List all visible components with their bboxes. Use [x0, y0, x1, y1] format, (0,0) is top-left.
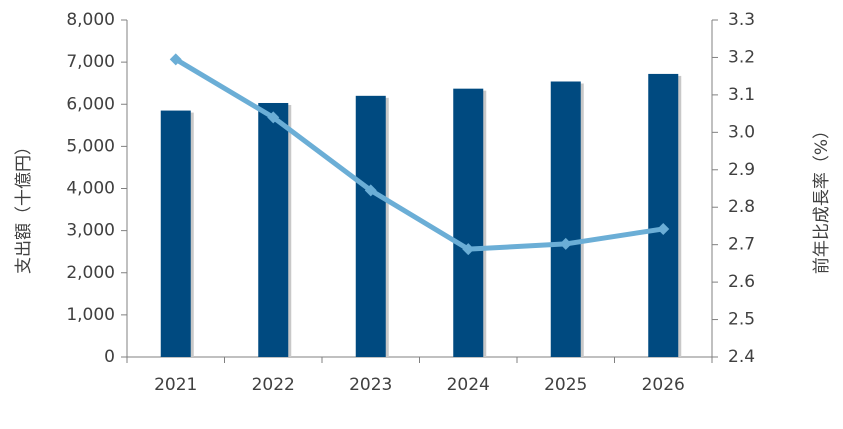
y2-axis-title: 前年比成長率（%） [812, 122, 832, 274]
y2-tick-label: 3.0 [728, 122, 755, 142]
y-tick-label: 0 [104, 347, 115, 367]
x-tick-label: 2022 [252, 375, 295, 395]
y-tick-label: 3,000 [66, 221, 115, 241]
y-tick-label: 5,000 [66, 136, 115, 156]
bar [453, 88, 484, 357]
y2-tick-label: 2.5 [728, 310, 755, 330]
tick-labels: 0 1,000 2,000 3,000 4,000 5,000 6,000 7,000 8,00… [66, 10, 755, 395]
growth-line [173, 56, 666, 252]
bar [550, 81, 581, 357]
bar-series [160, 73, 682, 358]
line-point [559, 237, 572, 250]
line-point [657, 222, 670, 235]
y2-tick-label: 2.6 [728, 272, 755, 292]
y-tick-label: 1,000 [66, 305, 115, 325]
y2-tick-label: 3.2 [728, 47, 755, 67]
line-point [267, 111, 280, 124]
axes [121, 19, 718, 363]
x-tick-label: 2023 [349, 375, 392, 395]
x-tick-label: 2026 [642, 375, 685, 395]
y2-tick-label: 2.7 [728, 235, 755, 255]
x-tick-label: 2021 [154, 375, 197, 395]
y-tick-label: 7,000 [66, 52, 115, 72]
line-series [169, 53, 670, 256]
y2-tick-label: 2.4 [728, 347, 755, 367]
line-point [462, 243, 475, 256]
bar [160, 110, 191, 357]
y-tick-label: 8,000 [66, 10, 115, 30]
y2-tick-label: 3.1 [728, 85, 755, 105]
y2-tick-label: 3.3 [728, 10, 755, 30]
x-tick-label: 2024 [447, 375, 490, 395]
line-point [364, 184, 377, 197]
y2-tick-label: 2.9 [728, 160, 755, 180]
y-tick-label: 2,000 [66, 263, 115, 283]
bar [648, 73, 679, 358]
line-point [169, 53, 182, 66]
y-tick-label: 6,000 [66, 94, 115, 114]
y-axis-title: 支出額（十億円） [14, 138, 34, 274]
x-tick-label: 2025 [544, 375, 587, 395]
bar [258, 102, 289, 357]
y-tick-label: 4,000 [66, 179, 115, 199]
bar [355, 95, 386, 357]
y2-tick-label: 2.8 [728, 197, 755, 217]
